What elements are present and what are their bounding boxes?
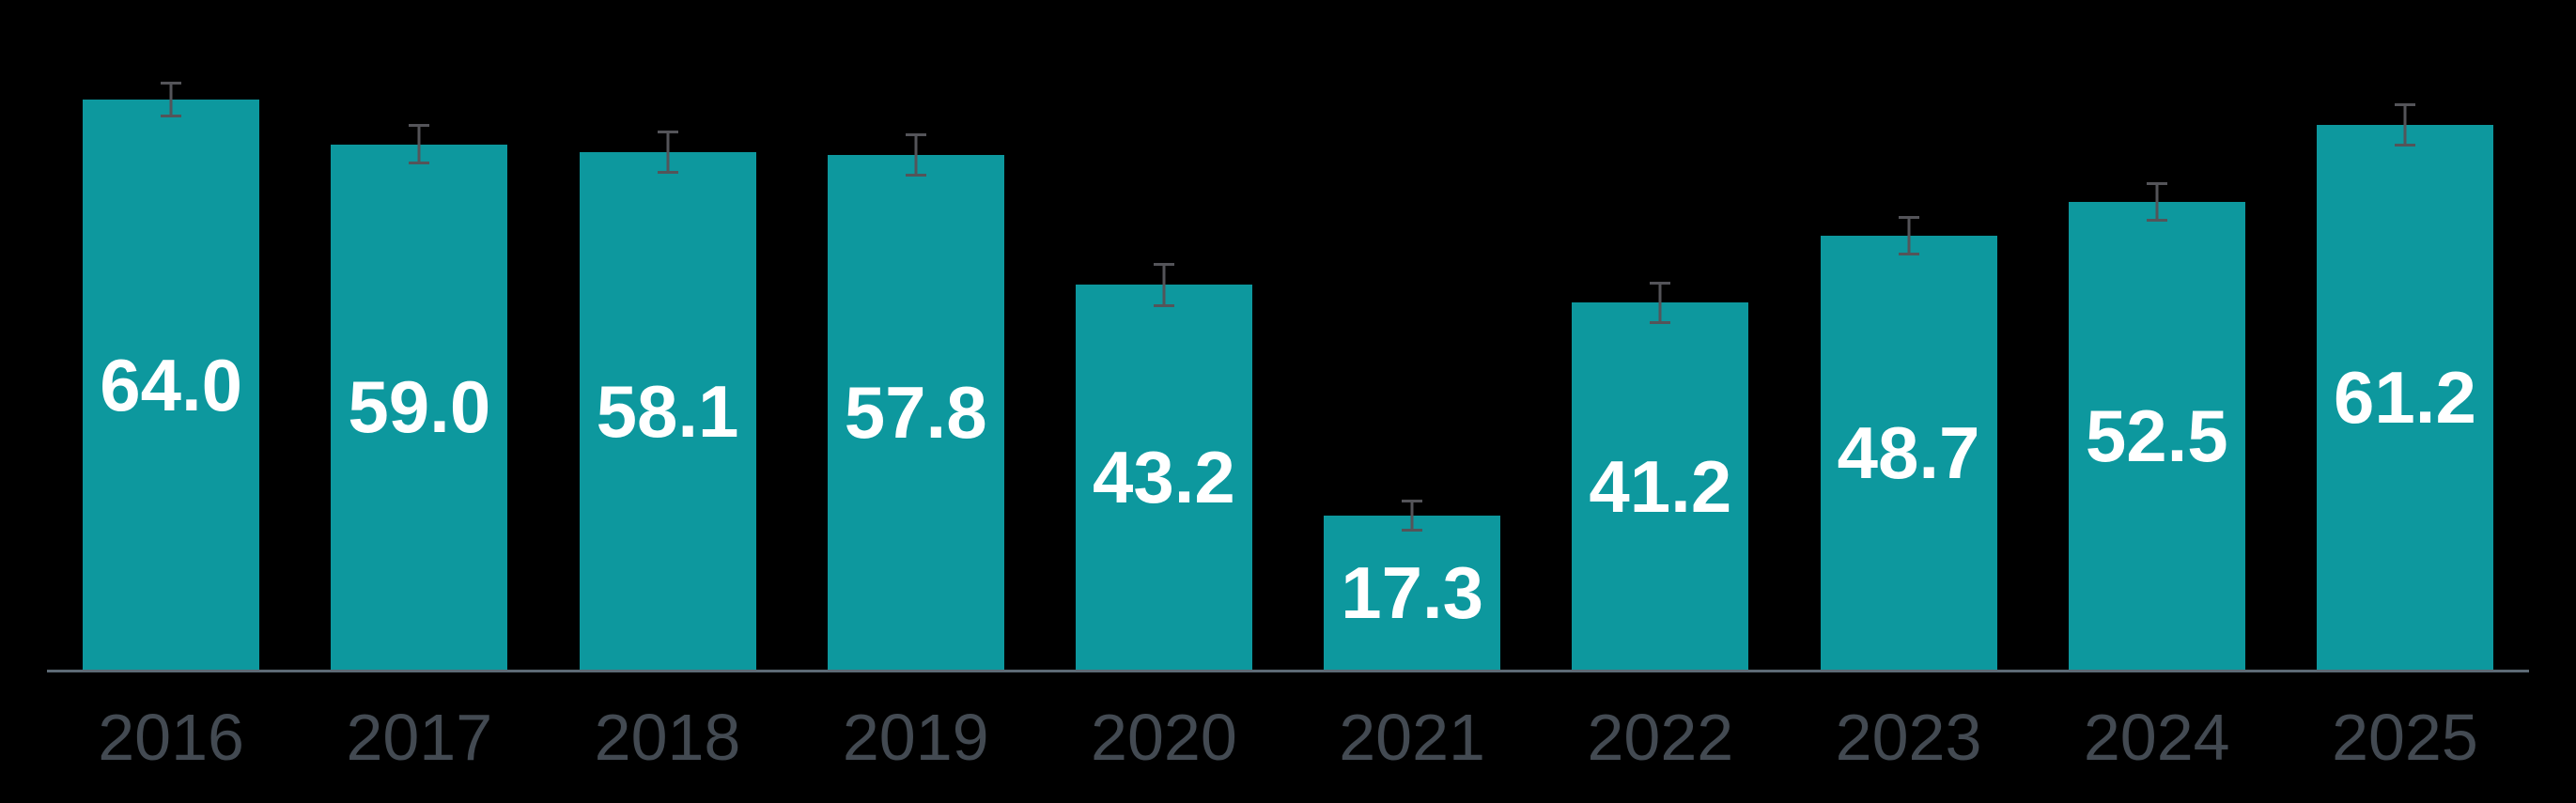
- error-bar-cap-top: [1898, 216, 1919, 220]
- x-tick-label: 2024: [2083, 701, 2230, 774]
- bar-column-2021: 17.3 2021: [1288, 0, 1536, 803]
- value-label: 52.5: [2085, 394, 2228, 478]
- bar-column-2023: 48.7 2023: [1784, 0, 2032, 803]
- bar-column-2016: 64.0 2016: [47, 0, 295, 803]
- error-bar-line: [2155, 182, 2159, 223]
- bar-2020: 43.2: [1075, 285, 1252, 670]
- error-bar: [161, 82, 182, 118]
- error-bar-cap-bottom: [1898, 253, 1919, 256]
- value-label: 59.0: [348, 365, 491, 449]
- error-bar-cap-bottom: [161, 115, 182, 118]
- error-bar-cap-bottom: [1650, 321, 1671, 325]
- x-tick-label: 2018: [594, 701, 741, 774]
- error-bar-cap-top: [161, 82, 182, 85]
- x-tick-label: 2025: [2332, 701, 2478, 774]
- bar-2018: 58.1: [579, 152, 756, 670]
- x-tick-label: 2017: [346, 701, 493, 774]
- error-bar-cap-bottom: [1402, 529, 1423, 532]
- error-bar: [1402, 499, 1423, 532]
- error-bar-cap-top: [2394, 103, 2415, 106]
- value-label: 43.2: [1093, 436, 1235, 519]
- error-bar-cap-bottom: [409, 162, 430, 165]
- value-label: 17.3: [1341, 551, 1484, 634]
- x-tick-label: 2023: [1835, 701, 1982, 774]
- error-bar: [1898, 216, 1919, 256]
- error-bar-line: [914, 133, 918, 177]
- value-label: 64.0: [100, 343, 242, 426]
- value-label: 58.1: [596, 369, 739, 453]
- error-bar-line: [169, 82, 173, 118]
- bar-column-2017: 59.0 2017: [295, 0, 543, 803]
- x-axis-line: [47, 670, 2529, 672]
- bar-2025: 61.2: [2316, 124, 2493, 670]
- error-bar-cap-top: [905, 133, 926, 137]
- bar-column-2020: 43.2 2020: [1040, 0, 1288, 803]
- error-bar-cap-bottom: [905, 173, 926, 177]
- x-tick-label: 2022: [1587, 701, 1734, 774]
- error-bar: [2394, 103, 2415, 147]
- bar-2024: 52.5: [2068, 202, 2245, 670]
- value-label: 57.8: [844, 371, 987, 454]
- x-tick-label: 2021: [1339, 701, 1485, 774]
- bar-2023: 48.7: [1820, 236, 1997, 670]
- error-bar-line: [417, 123, 421, 165]
- error-bar-line: [1410, 499, 1414, 532]
- error-bar: [905, 133, 926, 177]
- error-bar-line: [2403, 103, 2407, 147]
- error-bar-cap-top: [1402, 499, 1423, 502]
- x-tick-label: 2016: [98, 701, 244, 774]
- x-tick-label: 2019: [842, 701, 989, 774]
- error-bar-cap-bottom: [657, 170, 678, 174]
- x-tick-label: 2020: [1091, 701, 1237, 774]
- value-label: 41.2: [1589, 444, 1732, 528]
- bar-column-2019: 57.8 2019: [792, 0, 1040, 803]
- bar-2016: 64.0: [83, 100, 260, 670]
- error-bar-cap-top: [409, 123, 430, 127]
- error-bar-line: [1162, 262, 1166, 308]
- plot-area: 64.0 2016 59.0 2017 58.1 2018 57.8 2019 43.2 2020…: [47, 0, 2529, 803]
- error-bar-cap-bottom: [2394, 143, 2415, 147]
- bar-column-2018: 58.1 2018: [543, 0, 791, 803]
- error-bar-line: [1907, 216, 1911, 256]
- value-label: 61.2: [2334, 355, 2476, 439]
- error-bar-cap-top: [1153, 262, 1174, 266]
- error-bar: [2146, 182, 2167, 223]
- error-bar: [657, 131, 678, 174]
- bar-2022: 41.2: [1572, 302, 1749, 670]
- bar-column-2025: 61.2 2025: [2281, 0, 2529, 803]
- error-bar-cap-top: [657, 131, 678, 134]
- error-bar: [1650, 281, 1671, 325]
- bar-2019: 57.8: [827, 155, 1004, 670]
- value-label: 48.7: [1837, 411, 1980, 495]
- error-bar-cap-top: [1650, 281, 1671, 285]
- error-bar-line: [1658, 281, 1662, 325]
- bar-2021: 17.3: [1324, 516, 1501, 670]
- bar-2017: 59.0: [331, 144, 508, 670]
- error-bar-cap-bottom: [2146, 219, 2167, 223]
- error-bar: [409, 123, 430, 165]
- error-bar-cap-top: [2146, 182, 2167, 186]
- error-bar-cap-bottom: [1153, 304, 1174, 308]
- bar-column-2022: 41.2 2022: [1536, 0, 1784, 803]
- error-bar: [1153, 262, 1174, 308]
- bar-column-2024: 52.5 2024: [2033, 0, 2281, 803]
- error-bar-line: [666, 131, 669, 174]
